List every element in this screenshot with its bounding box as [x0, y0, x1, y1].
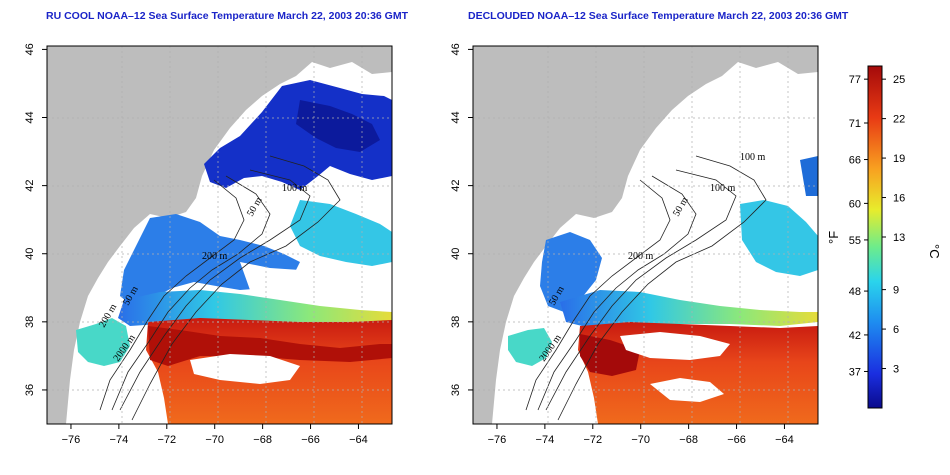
fahrenheit-tick-label: 71 — [849, 118, 861, 130]
right-panel-title: DECLOUDED NOAA–12 Sea Surface Temperatur… — [468, 10, 849, 22]
axis-ticks: −76 −74 −72 −70 −68 −66 −64 36 38 40 42 44 46 −76 −74 −… — [24, 43, 794, 446]
y-tick-label: 40 — [450, 248, 462, 260]
right-map: 50 m 100 m 100 m 200 m 50 m 2000 m — [473, 46, 818, 424]
shelf-water — [290, 200, 392, 266]
x-tick-label: −74 — [110, 434, 129, 446]
x-tick-label: −70 — [205, 434, 224, 446]
contour-label: 100 m — [740, 152, 766, 163]
celsius-tick-label: 16 — [893, 193, 905, 205]
shelf-water — [740, 200, 818, 276]
frontal-band — [118, 290, 392, 326]
y-tick-label: 38 — [450, 316, 462, 328]
y-tick-label: 38 — [24, 316, 36, 328]
cloud-mask — [190, 354, 300, 384]
fahrenheit-axis-label: °F — [826, 231, 841, 244]
graticule — [473, 46, 818, 424]
fahrenheit-tick-label: 37 — [849, 366, 861, 378]
colorbar — [867, 65, 883, 409]
slope-water — [540, 232, 602, 312]
fahrenheit-tick-label: 42 — [849, 330, 861, 342]
y-tick-label: 36 — [24, 384, 36, 396]
y-tick-label: 36 — [450, 384, 462, 396]
fahrenheit-tick-label: 77 — [849, 74, 861, 86]
y-tick-label: 40 — [24, 248, 36, 260]
land-mass — [473, 46, 818, 424]
fahrenheit-tick-label: 55 — [849, 235, 861, 247]
x-tick-label: −76 — [62, 434, 81, 446]
contour-label: 200 m — [628, 251, 654, 262]
celsius-tick-label: 13 — [893, 232, 905, 244]
y-tick-label: 42 — [24, 179, 36, 191]
celsius-tick-label: 9 — [893, 285, 899, 297]
graticule — [47, 46, 392, 424]
shelf-water-south — [508, 328, 552, 366]
x-tick-label: −72 — [583, 434, 602, 446]
right-map-frame — [472, 45, 819, 425]
cloud-mask — [620, 332, 730, 360]
left-panel-title: RU COOL NOAA–12 Sea Surface Temperature … — [46, 10, 409, 22]
shelf-water-south — [76, 318, 130, 366]
gulf-stream-core — [580, 334, 640, 376]
cloud-mask — [240, 262, 392, 304]
fahrenheit-tick-label: 60 — [849, 198, 861, 210]
fahrenheit-tick-label: 48 — [849, 286, 861, 298]
x-tick-label: −74 — [536, 434, 555, 446]
y-tick-label: 46 — [450, 43, 462, 55]
y-tick-label: 46 — [24, 43, 36, 55]
frontal-band — [560, 290, 818, 328]
contour-label: 200 m — [202, 251, 228, 262]
celsius-tick-label: 19 — [893, 153, 905, 165]
x-tick-label: −72 — [157, 434, 176, 446]
x-tick-label: −66 — [301, 434, 320, 446]
fahrenheit-tick-label: 66 — [849, 155, 861, 167]
x-tick-label: −64 — [349, 434, 368, 446]
celsius-tick-label: 22 — [893, 114, 905, 126]
x-tick-label: −76 — [488, 434, 507, 446]
celsius-tick-label: 3 — [893, 364, 899, 376]
contour-label: 100 m — [710, 183, 736, 194]
contour-label: 100 m — [282, 183, 308, 194]
y-tick-label: 42 — [450, 179, 462, 191]
y-tick-label: 44 — [24, 111, 36, 123]
celsius-tick-label: 6 — [893, 324, 899, 336]
x-tick-label: −70 — [631, 434, 650, 446]
land-mass — [47, 46, 392, 424]
celsius-tick-label: 25 — [893, 74, 905, 86]
x-tick-label: −64 — [775, 434, 794, 446]
celsius-axis-label: °C — [927, 244, 942, 259]
cloud-mask — [650, 378, 724, 402]
x-tick-label: −68 — [679, 434, 698, 446]
colorbar-ticks: 25 22 19 16 13 9 6 3 77 71 66 60 55 48 42 37 — [849, 74, 906, 378]
x-tick-label: −66 — [727, 434, 746, 446]
left-map-frame — [46, 45, 393, 425]
x-tick-label: −68 — [253, 434, 272, 446]
gulf-stream-core — [148, 326, 392, 366]
y-tick-label: 44 — [450, 111, 462, 123]
cold-water-region — [204, 80, 392, 190]
left-map: 50 m 100 m 200 m 50 m 200 m 2000 m — [47, 46, 392, 424]
cold-core — [296, 100, 380, 152]
